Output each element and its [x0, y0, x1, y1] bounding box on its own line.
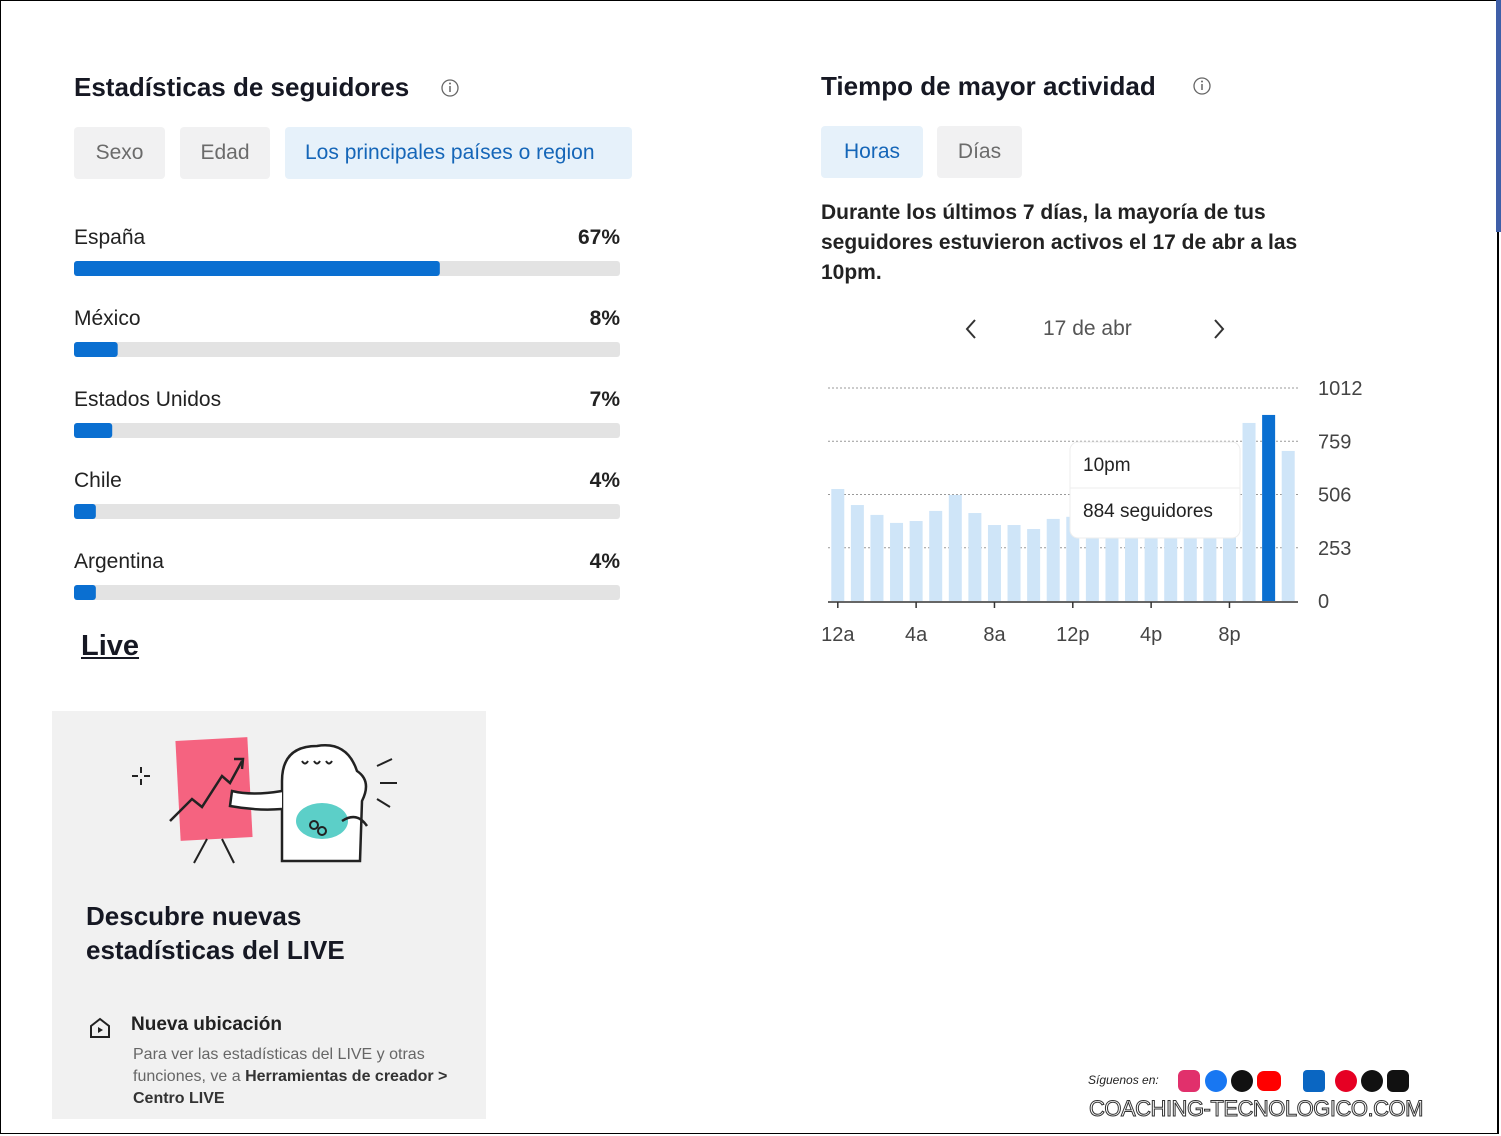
bar — [74, 423, 112, 438]
bar — [1008, 525, 1021, 601]
y-tick-label: 759 — [1318, 431, 1351, 453]
x-tick-label: 4a — [905, 624, 928, 646]
hours-chart: 0 253 506 759 1012 12a 4a 8a 12p 4p 8p 10pm 884 segu… — [800, 360, 1400, 660]
location-icon — [88, 1016, 112, 1040]
bar — [870, 515, 883, 601]
bar — [1262, 415, 1275, 601]
tab[interactable]: Edad — [180, 127, 270, 179]
live-card: Descubre nuevas estadísticas del LIVE Nu… — [52, 711, 486, 1119]
track — [74, 423, 620, 438]
value-label: 4% — [590, 550, 621, 573]
bar — [74, 504, 96, 519]
track — [74, 585, 620, 600]
country-chart: España 67% México 8% Estados Unidos 7% Chile 4%… — [60, 210, 640, 620]
tab-active[interactable]: Horas — [821, 126, 923, 178]
card-title: Descubre nuevas estadísticas del LIVE — [86, 899, 406, 967]
x-tick-label: 12p — [1056, 624, 1089, 646]
description: Durante los últimos 7 días, la mayoría d… — [821, 198, 1341, 288]
prev-button[interactable] — [960, 315, 984, 343]
value-label: 67% — [578, 226, 620, 249]
bar — [1282, 451, 1295, 601]
tab[interactable]: Días — [937, 126, 1022, 178]
bar — [74, 261, 440, 276]
bar — [1047, 519, 1060, 601]
y-tick-label: 1012 — [1318, 378, 1363, 400]
info-icon[interactable] — [440, 78, 460, 98]
track — [74, 342, 620, 357]
y-tick-label: 253 — [1318, 538, 1351, 560]
footer-follow: Síguenos en: — [1088, 1073, 1159, 1087]
tab[interactable]: Sexo — [74, 127, 165, 179]
bar — [1243, 423, 1256, 601]
bar — [988, 525, 1001, 601]
item-title: Nueva ubicación — [131, 1014, 282, 1036]
bar — [910, 521, 923, 601]
bar — [949, 495, 962, 601]
tooltip-text: 884 seguidores — [1083, 501, 1213, 522]
illustration — [122, 721, 422, 881]
section-heading[interactable]: Live — [81, 630, 139, 663]
value-label: 7% — [590, 388, 621, 411]
bar — [831, 489, 844, 601]
track — [74, 504, 620, 519]
value-label: 8% — [590, 307, 621, 330]
item-text: Para ver las estadísticas del LIVE y otr… — [133, 1044, 463, 1110]
country-label: Argentina — [74, 550, 164, 573]
country-label: Chile — [74, 469, 122, 492]
country-label: España — [74, 226, 146, 249]
y-tick-label: 0 — [1318, 591, 1329, 613]
value-label: 4% — [590, 469, 621, 492]
x-tick-label: 8p — [1218, 624, 1240, 646]
tooltip-title: 10pm — [1083, 455, 1131, 476]
x-tick-label: 4p — [1140, 624, 1162, 646]
bar — [851, 505, 864, 601]
bar — [74, 585, 96, 600]
bar — [929, 511, 942, 601]
bar — [1027, 529, 1040, 601]
edge-strip — [1496, 0, 1501, 232]
bar — [890, 523, 903, 601]
footer-site[interactable]: COACHING-TECNOLOGICO.COM — [1089, 1096, 1423, 1122]
x-tick-label: 12a — [821, 624, 855, 646]
bar — [968, 513, 981, 601]
social-icons[interactable] — [1176, 1068, 1426, 1096]
info-icon[interactable] — [1192, 76, 1212, 96]
country-label: Estados Unidos — [74, 388, 221, 411]
section-title: Tiempo de mayor actividad — [821, 71, 1156, 102]
page: Estadísticas de seguidores Sexo Edad Los… — [0, 0, 1501, 1136]
date-label: 17 de abr — [1043, 317, 1132, 341]
y-tick-label: 506 — [1318, 485, 1351, 507]
next-button[interactable] — [1207, 315, 1231, 343]
tab-active[interactable]: Los principales países o region — [285, 127, 632, 179]
section-title: Estadísticas de seguidores — [74, 72, 409, 103]
x-tick-label: 8a — [983, 624, 1006, 646]
bar — [74, 342, 118, 357]
country-label: México — [74, 307, 141, 330]
